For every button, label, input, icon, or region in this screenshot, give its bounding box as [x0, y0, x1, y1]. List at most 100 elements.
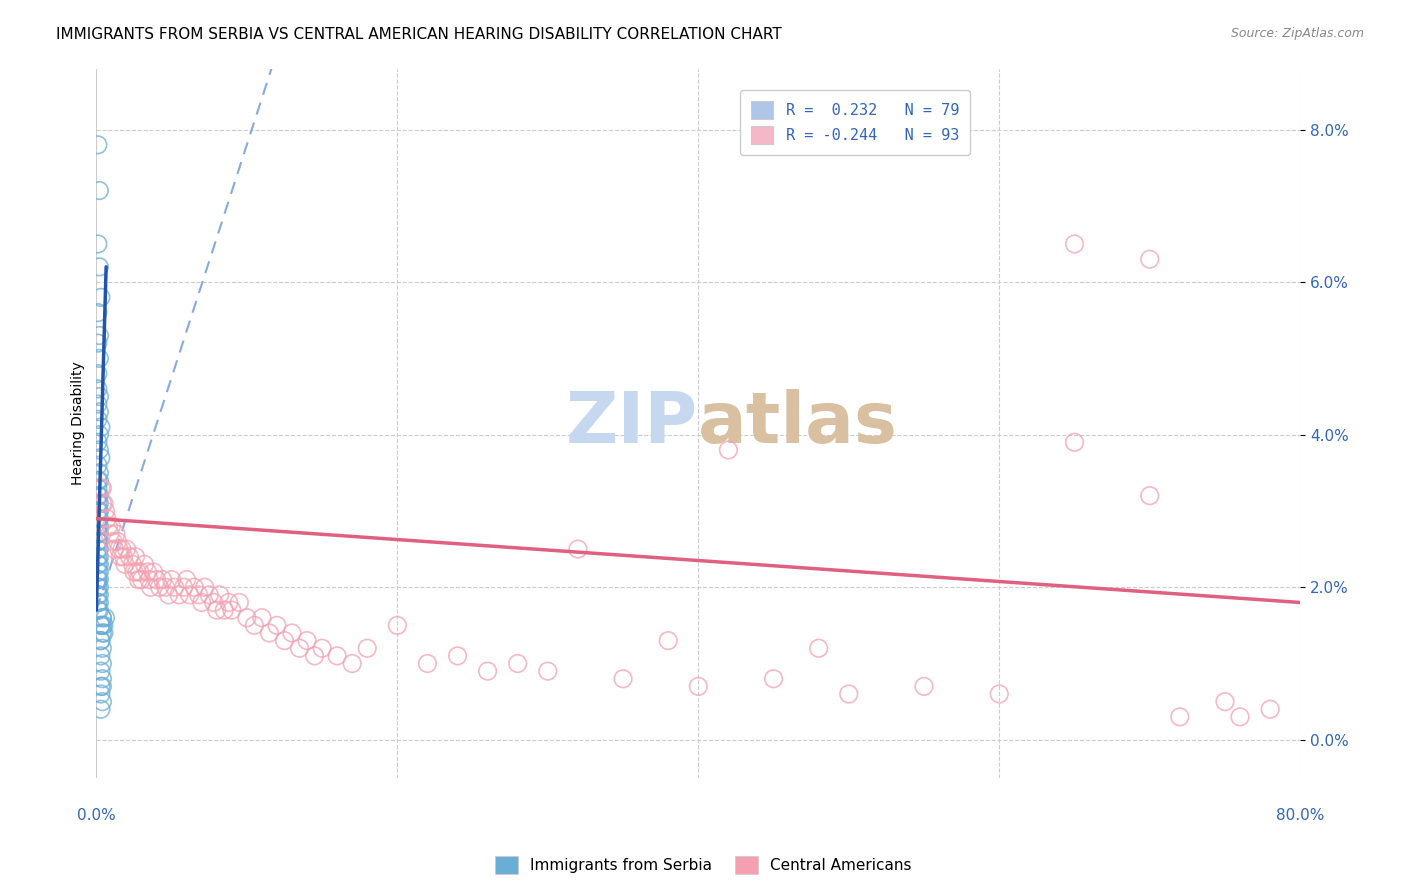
Text: ZIP: ZIP [567, 389, 699, 458]
Point [157, 588, 180, 602]
Point [176, 573, 198, 587]
Point [1229, 710, 1251, 724]
Point [87, 305, 110, 319]
Point [89, 466, 111, 480]
Point [340, 657, 363, 671]
Point [129, 565, 152, 579]
Point [266, 618, 288, 632]
Point [89, 351, 111, 366]
Point [90, 679, 112, 693]
Point [87, 565, 110, 579]
Point [101, 534, 124, 549]
Point [139, 580, 162, 594]
Point [108, 542, 131, 557]
Point [87, 382, 110, 396]
Point [148, 580, 170, 594]
Legend: R =  0.232   N = 79, R = -0.244   N = 93: R = 0.232 N = 79, R = -0.244 N = 93 [740, 90, 970, 154]
Point [160, 573, 183, 587]
Point [87, 588, 110, 602]
Point [91, 679, 114, 693]
Point [122, 565, 145, 579]
Point [112, 549, 135, 564]
Point [91, 695, 114, 709]
Point [1258, 702, 1281, 716]
Point [205, 603, 228, 617]
Point [87, 481, 110, 495]
Point [90, 648, 112, 663]
Point [87, 496, 110, 510]
Text: IMMIGRANTS FROM SERBIA VS CENTRAL AMERICAN HEARING DISABILITY CORRELATION CHART: IMMIGRANTS FROM SERBIA VS CENTRAL AMERIC… [56, 27, 782, 42]
Point [87, 474, 110, 488]
Point [259, 626, 281, 640]
Point [446, 648, 468, 663]
Point [90, 481, 112, 495]
Point [567, 542, 589, 557]
Point [94, 504, 117, 518]
Point [89, 534, 111, 549]
Point [1213, 695, 1236, 709]
Point [1139, 489, 1161, 503]
Point [87, 534, 110, 549]
Point [326, 648, 349, 663]
Point [1168, 710, 1191, 724]
Point [912, 679, 935, 693]
Point [90, 633, 112, 648]
Legend: Immigrants from Serbia, Central Americans: Immigrants from Serbia, Central American… [488, 850, 918, 880]
Point [115, 542, 138, 557]
Text: 80.0%: 80.0% [1277, 808, 1324, 823]
Point [87, 504, 110, 518]
Point [89, 474, 111, 488]
Point [89, 390, 111, 404]
Point [477, 664, 499, 678]
Point [111, 542, 134, 557]
Point [110, 549, 132, 564]
Point [87, 237, 110, 252]
Point [100, 519, 122, 533]
Point [89, 504, 111, 518]
Point [87, 526, 110, 541]
Y-axis label: Hearing Disability: Hearing Disability [72, 361, 86, 485]
Point [87, 595, 110, 609]
Point [94, 611, 117, 625]
Point [91, 611, 114, 625]
Point [163, 580, 186, 594]
Point [124, 549, 146, 564]
Point [387, 618, 409, 632]
Point [90, 702, 112, 716]
Point [173, 580, 195, 594]
Point [136, 565, 159, 579]
Point [1139, 252, 1161, 267]
Point [103, 542, 125, 557]
Point [208, 588, 231, 602]
Point [89, 442, 111, 457]
Point [93, 496, 115, 510]
Point [295, 633, 318, 648]
Point [89, 565, 111, 579]
Point [198, 588, 221, 602]
Point [91, 496, 114, 510]
Point [155, 580, 177, 594]
Point [138, 573, 160, 587]
Point [97, 519, 120, 533]
Point [145, 573, 167, 587]
Point [127, 573, 149, 587]
Point [152, 573, 174, 587]
Point [89, 184, 111, 198]
Point [142, 565, 165, 579]
Point [87, 458, 110, 472]
Point [89, 405, 111, 419]
Point [807, 641, 830, 656]
Point [243, 618, 266, 632]
Point [273, 633, 295, 648]
Point [717, 442, 740, 457]
Point [89, 542, 111, 557]
Point [118, 549, 141, 564]
Point [91, 657, 114, 671]
Point [167, 588, 190, 602]
Point [87, 519, 110, 533]
Point [87, 549, 110, 564]
Point [114, 558, 136, 572]
Point [87, 573, 110, 587]
Point [131, 573, 153, 587]
Point [96, 511, 118, 525]
